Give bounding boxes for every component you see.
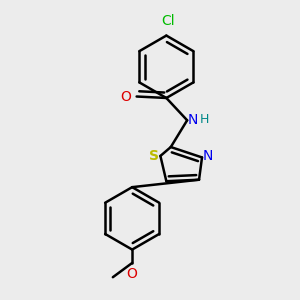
Text: O: O xyxy=(127,266,138,280)
Text: O: O xyxy=(120,89,131,103)
Text: Cl: Cl xyxy=(161,14,175,28)
Text: S: S xyxy=(149,149,159,163)
Text: N: N xyxy=(203,149,213,163)
Text: N: N xyxy=(188,113,198,127)
Text: H: H xyxy=(200,113,209,126)
